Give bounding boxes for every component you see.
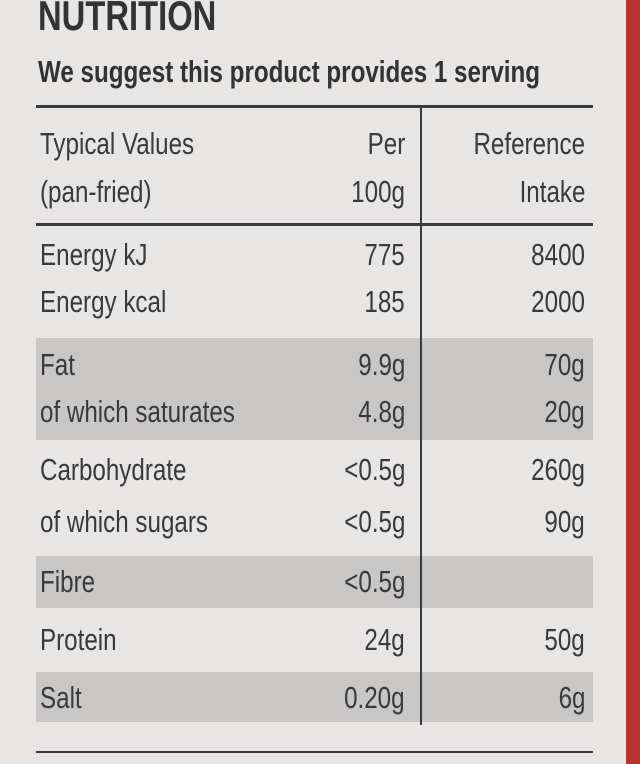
nutrient-value: 0.20g	[344, 680, 405, 715]
column-header: Intake	[519, 174, 585, 209]
rule	[36, 751, 593, 753]
rule	[36, 223, 593, 226]
nutrient-name: of which saturates	[40, 394, 235, 429]
nutrient-value: 24g	[364, 622, 405, 657]
nutrient-name: Energy kJ	[40, 237, 148, 272]
nutrient-value: 260g	[531, 452, 585, 487]
nutrient-value: 6g	[558, 680, 585, 715]
nutrient-value: 9.9g	[357, 347, 405, 382]
column-header: Typical Values	[40, 126, 195, 161]
subtitle: We suggest this product provides 1 servi…	[38, 54, 541, 89]
row-shade	[36, 338, 593, 440]
nutrient-name: Salt	[40, 680, 82, 715]
nutrient-value: <0.5g	[343, 564, 405, 599]
nutrient-name: Fibre	[40, 564, 96, 599]
nutrient-value: 90g	[544, 504, 585, 539]
nutrient-value: 185	[364, 284, 405, 319]
nutrient-value: 50g	[544, 622, 585, 657]
rule	[36, 105, 593, 108]
nutrient-value: 20g	[544, 394, 585, 429]
nutrient-name: Energy kcal	[40, 284, 167, 319]
column-divider	[420, 107, 422, 725]
nutrient-value: <0.5g	[343, 452, 405, 487]
nutrient-value: 8400	[531, 237, 585, 272]
nutrient-value: 2000	[531, 284, 585, 319]
nutrient-value: 70g	[544, 347, 585, 382]
nutrient-value: 4.8g	[357, 394, 405, 429]
nutrient-name: of which sugars	[40, 504, 209, 539]
column-header: (pan-fried)	[40, 174, 152, 209]
nutrient-value: <0.5g	[343, 504, 405, 539]
nutrient-value: 775	[364, 237, 405, 272]
nutrient-name: Fat	[40, 347, 75, 382]
column-header: 100g	[351, 174, 405, 209]
nutrient-name: Carbohydrate	[40, 452, 187, 487]
nutrient-name: Protein	[40, 622, 117, 657]
red-edge	[626, 0, 640, 764]
column-header: Per	[367, 126, 405, 161]
row-shade	[36, 556, 593, 608]
column-header: Reference	[473, 126, 585, 161]
row-shade	[36, 672, 593, 722]
title: NUTRITION	[38, 0, 217, 39]
